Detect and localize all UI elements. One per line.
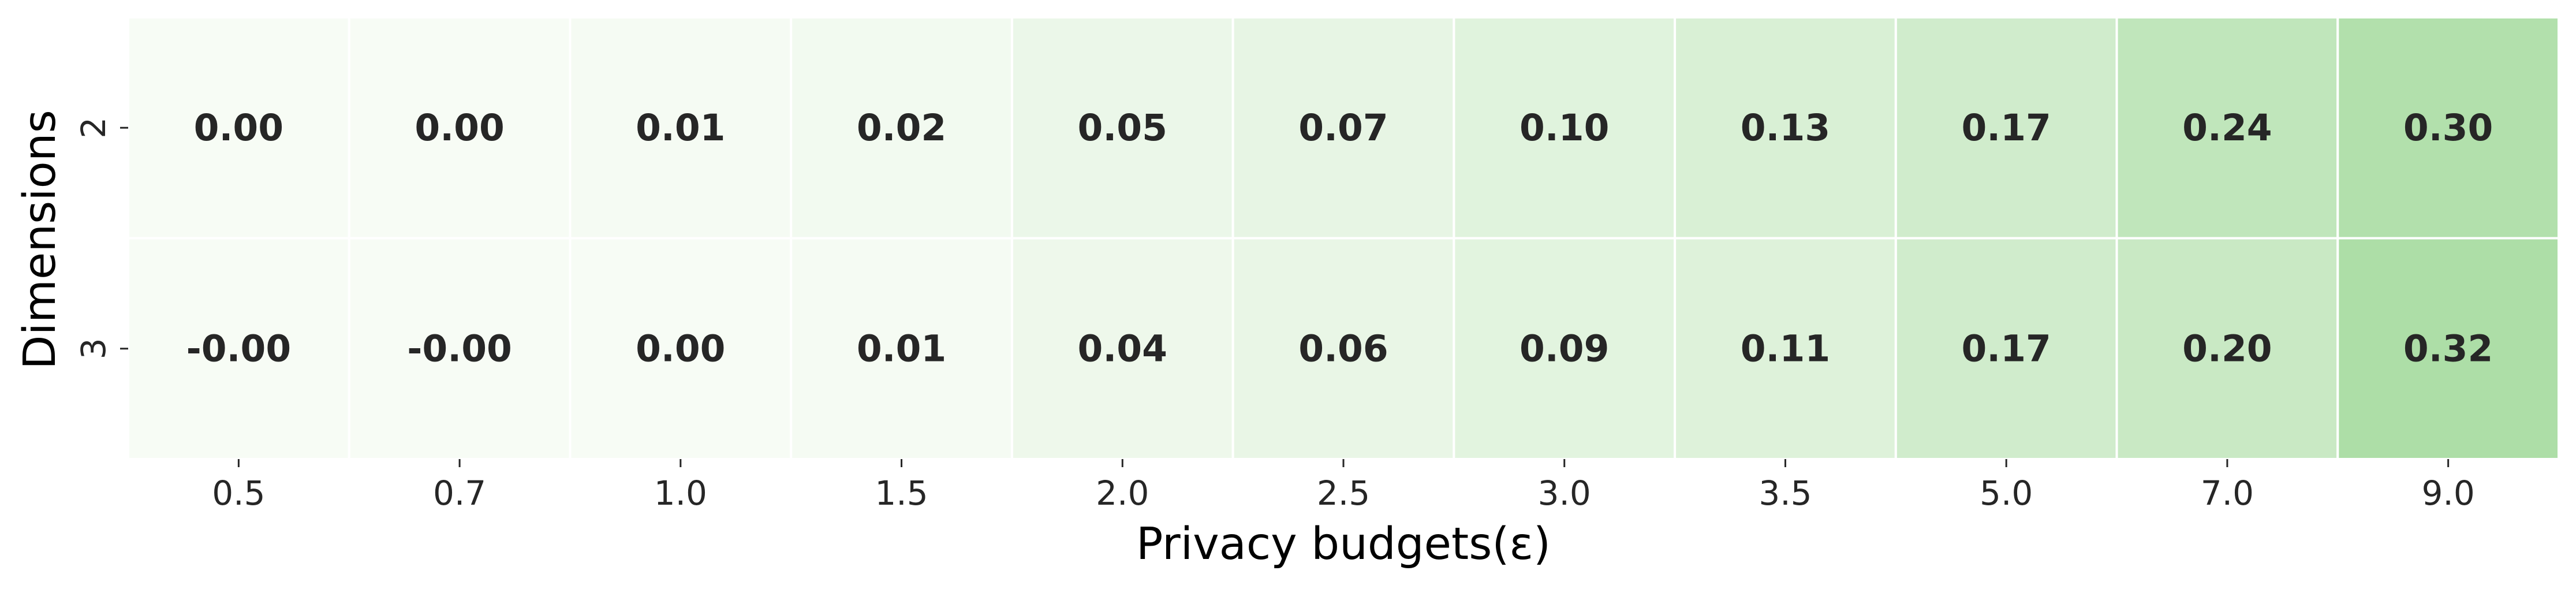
- heatmap-cell: [348, 16, 572, 240]
- x-tick-label: 1.5: [875, 474, 928, 513]
- heatmap-cell: [2336, 16, 2560, 240]
- cell-value-label: 0.10: [1520, 107, 1609, 149]
- cell-value-label: 0.17: [1961, 107, 2051, 149]
- heatmap-cell: [1674, 237, 1897, 460]
- heatmap-cell-labels: 0.00 0.00 0.01 0.02 0.05 0.07 0.10 0.13 0.17 0.24…: [186, 107, 2493, 370]
- heatmap-cell: [1010, 237, 1234, 460]
- cell-value-label: 0.01: [857, 327, 946, 370]
- cell-value-label: 0.02: [857, 107, 946, 149]
- heatmap-cell: [1231, 237, 1455, 460]
- cell-value-label: 0.00: [636, 327, 725, 370]
- heatmap-cell: [348, 237, 572, 460]
- cell-value-label: 0.05: [1078, 107, 1167, 149]
- x-axis-ticks: 0.5 0.7 1.0 1.5 2.0 2.5 3.0 3.5 5.0 7.0 9.0: [212, 459, 2475, 513]
- heatmap-cell: [2336, 237, 2560, 460]
- cell-value-label: 0.30: [2403, 107, 2493, 149]
- y-tick-label: 2: [74, 117, 113, 139]
- x-tick-label: 0.5: [212, 474, 265, 513]
- x-tick-label: 2.0: [1096, 474, 1149, 513]
- cell-value-label: 0.11: [1741, 327, 1830, 370]
- heatmap-cell: [569, 237, 793, 460]
- cell-value-label: -0.00: [407, 327, 512, 370]
- cell-value-label: 0.07: [1298, 107, 1388, 149]
- heatmap-cell: [1453, 237, 1677, 460]
- heatmap-cell: [790, 237, 1013, 460]
- x-tick-label: 3.5: [1759, 474, 1812, 513]
- cell-value-label: 0.00: [194, 107, 283, 149]
- heatmap-cell: [1894, 237, 2118, 460]
- cell-value-label: 0.01: [636, 107, 725, 149]
- y-tick-label: 3: [74, 338, 113, 359]
- x-tick-label: 3.0: [1538, 474, 1591, 513]
- cell-value-label: 0.09: [1520, 327, 1609, 370]
- heatmap-cell: [127, 16, 350, 240]
- cell-value-label: 0.24: [2182, 107, 2272, 149]
- cell-value-label: 0.20: [2182, 327, 2272, 370]
- x-tick-label: 1.0: [654, 474, 707, 513]
- cell-value-label: -0.00: [186, 327, 292, 370]
- cell-value-label: 0.06: [1298, 327, 1388, 370]
- y-axis-ticks: 23: [74, 117, 128, 359]
- heatmap-cell: [2115, 237, 2339, 460]
- cell-value-label: 0.00: [415, 107, 504, 149]
- cell-value-label: 0.32: [2403, 327, 2493, 370]
- y-axis-label: Dimensions: [14, 110, 66, 369]
- cell-value-label: 0.04: [1078, 327, 1167, 370]
- heatmap-cell: [1674, 16, 1897, 240]
- cell-value-label: 0.17: [1961, 327, 2051, 370]
- x-tick-label: 7.0: [2201, 474, 2254, 513]
- heatmap-cell: [1231, 16, 1455, 240]
- cell-value-label: 0.13: [1741, 107, 1830, 149]
- x-axis-label: Privacy budgets(ε): [1136, 519, 1551, 570]
- heatmap-cell: [569, 16, 793, 240]
- x-tick-label: 0.7: [433, 474, 486, 513]
- x-tick-label: 5.0: [1980, 474, 2033, 513]
- x-tick-label: 2.5: [1317, 474, 1370, 513]
- heatmap-cells: [127, 16, 2560, 460]
- x-tick-label: 9.0: [2422, 474, 2475, 513]
- heatmap-cell: [1010, 16, 1234, 240]
- heatmap-cell: [790, 16, 1013, 240]
- heatmap-cell: [127, 237, 350, 460]
- heatmap-cell: [2115, 16, 2339, 240]
